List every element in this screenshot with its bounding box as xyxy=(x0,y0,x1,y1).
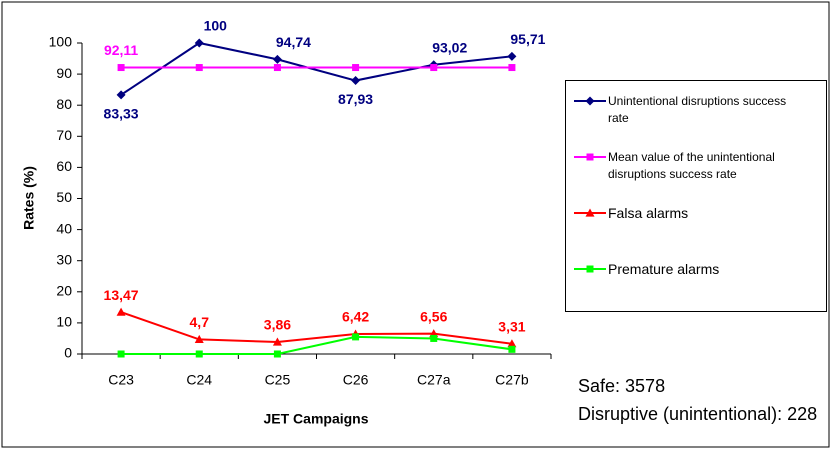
x-tick-label: C26 xyxy=(343,372,369,388)
data-point xyxy=(116,90,126,100)
data-label: 95,71 xyxy=(510,31,545,47)
legend: Unintentional disruptions success rate Me… xyxy=(565,80,827,312)
data-label: 4,7 xyxy=(190,314,210,330)
data-label: 3,86 xyxy=(264,317,291,333)
y-tick-label: 70 xyxy=(56,127,72,143)
data-point xyxy=(273,64,281,72)
legend-swatch xyxy=(574,96,606,106)
y-tick-label: 80 xyxy=(56,96,72,112)
data-label: 83,33 xyxy=(104,106,139,122)
data-point xyxy=(117,64,125,72)
y-tick-label: 30 xyxy=(56,251,72,267)
series-line xyxy=(121,335,513,355)
data-label: 100 xyxy=(204,18,228,34)
y-tick-label: 20 xyxy=(56,283,72,299)
data-point xyxy=(194,334,204,343)
data-point xyxy=(195,64,203,72)
data-label: 94,74 xyxy=(276,34,311,50)
y-tick-label: 60 xyxy=(56,158,72,174)
legend-entry: Unintentional disruptions success rate xyxy=(572,93,798,127)
data-point xyxy=(430,334,438,342)
legend-entry: Premature alarms xyxy=(572,261,798,278)
legend-label: Mean value of the unintentional disrupti… xyxy=(608,150,775,181)
x-tick-label: C27a xyxy=(417,372,451,388)
x-tick-label: C24 xyxy=(186,372,212,388)
annotation: Disruptive (unintentional): 228 xyxy=(578,404,818,424)
legend-swatch xyxy=(574,208,606,217)
data-label: 92,11 xyxy=(104,42,138,58)
legend-marker xyxy=(585,96,595,106)
legend-label: Unintentional disruptions success rate xyxy=(608,94,787,125)
data-point xyxy=(507,51,517,61)
data-point xyxy=(195,350,203,358)
annotation: Safe: 3578 xyxy=(578,376,666,396)
data-point xyxy=(117,350,125,358)
legend-label: Premature alarms xyxy=(608,261,720,277)
data-label: 6,56 xyxy=(420,308,447,324)
data-label: 3,31 xyxy=(498,318,525,334)
x-axis-label: JET Campaigns xyxy=(263,411,368,427)
y-tick-label: 40 xyxy=(56,220,72,236)
y-tick-label: 50 xyxy=(56,189,72,205)
data-point xyxy=(351,76,361,86)
data-point xyxy=(273,350,281,358)
legend-marker xyxy=(586,153,594,161)
x-tick-label: C25 xyxy=(265,372,291,388)
data-point xyxy=(272,337,282,346)
data-point xyxy=(352,64,360,72)
legend-entry: Mean value of the unintentional disrupti… xyxy=(572,149,798,183)
x-tick-label: C23 xyxy=(108,372,134,388)
y-tick-label: 100 xyxy=(49,34,73,50)
data-point xyxy=(508,345,516,353)
data-point xyxy=(194,38,204,48)
y-axis-label: Rates (%) xyxy=(21,166,37,230)
legend-marker xyxy=(585,208,595,217)
legend-marker xyxy=(586,265,594,273)
legend-swatch xyxy=(574,265,606,273)
series-line xyxy=(120,311,513,345)
legend-swatch xyxy=(574,153,606,161)
data-label: 13,47 xyxy=(104,287,139,303)
legend-label: Falsa alarms xyxy=(608,205,689,221)
data-label: 6,42 xyxy=(342,309,369,325)
y-tick-label: 0 xyxy=(64,345,72,361)
legend-entry: Falsa alarms xyxy=(572,205,798,222)
x-tick-label: C27b xyxy=(495,372,529,388)
data-point xyxy=(430,64,438,72)
y-tick-label: 10 xyxy=(56,314,72,330)
data-point xyxy=(116,307,126,316)
series-line xyxy=(120,41,513,96)
data-point xyxy=(508,64,516,72)
data-point xyxy=(272,54,282,64)
y-tick-label: 90 xyxy=(56,65,72,81)
data-label: 93,02 xyxy=(432,39,467,55)
data-point xyxy=(352,333,360,341)
data-label: 87,93 xyxy=(338,91,373,107)
data-point xyxy=(507,339,517,348)
